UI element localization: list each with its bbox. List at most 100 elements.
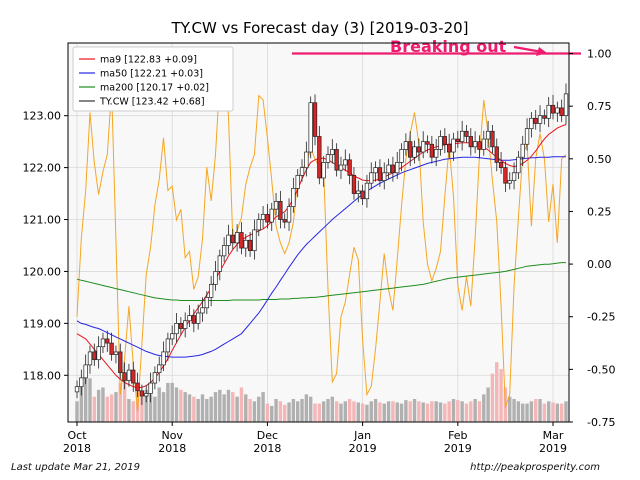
candle-body bbox=[92, 351, 97, 361]
volume-bar bbox=[378, 402, 382, 422]
candle-body bbox=[239, 232, 244, 249]
candle-body bbox=[559, 107, 564, 117]
volume-bar bbox=[490, 373, 495, 422]
volume-bar bbox=[83, 376, 88, 422]
breakout-arrow-shaft bbox=[513, 45, 543, 54]
candle-body bbox=[429, 143, 434, 158]
volume-bar bbox=[148, 394, 153, 422]
candle-body bbox=[152, 372, 158, 384]
x-tick-label-month: Mar bbox=[543, 429, 564, 442]
volume-bar bbox=[412, 399, 417, 422]
plot-frame bbox=[67, 42, 570, 423]
volume-bar bbox=[157, 387, 161, 422]
candle-body bbox=[356, 190, 361, 194]
volume-bar bbox=[114, 392, 118, 422]
candle-body bbox=[563, 93, 569, 117]
volume-bar bbox=[283, 404, 287, 422]
breakout-label: Breaking out bbox=[390, 37, 507, 56]
candle-body bbox=[377, 167, 383, 181]
volume-bar bbox=[339, 403, 343, 422]
volume-bar bbox=[183, 392, 187, 422]
legend-box bbox=[72, 46, 234, 112]
volume-bar bbox=[499, 369, 503, 422]
candle-body bbox=[118, 351, 123, 374]
volume-bar bbox=[321, 401, 326, 422]
candle-body bbox=[165, 338, 171, 353]
candle-body bbox=[221, 245, 227, 257]
candle-body bbox=[312, 102, 318, 137]
candle-body bbox=[269, 208, 274, 223]
candle-body bbox=[109, 342, 114, 355]
volume-bar bbox=[170, 382, 174, 422]
candle-body bbox=[226, 234, 231, 246]
volume-bar bbox=[88, 378, 92, 422]
candle-body bbox=[416, 146, 422, 153]
volume-bar bbox=[464, 403, 469, 422]
volume-bar bbox=[469, 401, 473, 422]
volume-bar bbox=[213, 392, 218, 422]
volume-bar bbox=[525, 403, 529, 422]
volume-bar bbox=[75, 401, 79, 422]
volume-bar bbox=[395, 402, 399, 422]
candle-body bbox=[144, 393, 149, 397]
candle-body bbox=[299, 167, 305, 176]
volume-bar bbox=[334, 401, 339, 422]
volume-bar bbox=[200, 394, 205, 422]
candle-body bbox=[507, 180, 512, 184]
volume-bar bbox=[538, 399, 542, 422]
candle-body bbox=[148, 382, 153, 394]
candle-body bbox=[395, 162, 400, 174]
volume-bar bbox=[300, 399, 304, 422]
volume-bar bbox=[512, 399, 516, 422]
candle-body bbox=[260, 213, 266, 220]
candle-body bbox=[373, 167, 378, 174]
ma200-line bbox=[76, 262, 566, 301]
candle-body bbox=[87, 351, 93, 366]
candle-body bbox=[546, 104, 551, 119]
volume-bar bbox=[352, 401, 356, 422]
left-tick-label: 121.00 bbox=[23, 214, 62, 227]
volume-bar bbox=[430, 401, 434, 422]
volume-bar bbox=[473, 399, 477, 422]
volume-bar bbox=[261, 392, 265, 422]
candle-body bbox=[131, 369, 136, 384]
volume-bar bbox=[209, 396, 213, 422]
candle-body bbox=[490, 130, 495, 148]
volume-bar bbox=[421, 402, 425, 422]
candle-body bbox=[542, 115, 547, 119]
candle-body bbox=[334, 149, 339, 171]
forecast-line bbox=[76, 53, 567, 412]
plot-area: Breaking out 118.00 119.00 120.00 121.00 122.… bbox=[23, 37, 616, 455]
volume-bar bbox=[205, 399, 209, 422]
volume-bar bbox=[109, 394, 114, 422]
volume-bar bbox=[187, 394, 192, 422]
volume-bar bbox=[218, 389, 222, 422]
source-url-text: http://peakprosperity.com bbox=[470, 462, 600, 473]
volume-bar bbox=[105, 396, 109, 422]
candle-body bbox=[96, 346, 101, 361]
x-tick-label-year: 2019 bbox=[444, 442, 472, 455]
volume-bar bbox=[235, 396, 239, 422]
volume-bar bbox=[92, 396, 97, 422]
volume-bar bbox=[447, 401, 451, 422]
x-tick-label-month: Oct bbox=[67, 429, 87, 442]
volume-bar bbox=[516, 401, 521, 422]
volume-bar bbox=[417, 401, 421, 422]
candle-body bbox=[403, 141, 409, 150]
candle-body bbox=[100, 338, 106, 348]
volume-bar bbox=[482, 394, 486, 422]
volume-bar bbox=[529, 401, 534, 422]
x-tick-label-year: 2018 bbox=[63, 442, 91, 455]
candle-body bbox=[524, 128, 530, 145]
x-tick-label-year: 2019 bbox=[539, 442, 567, 455]
volume-bar bbox=[96, 389, 101, 422]
candle-body bbox=[408, 141, 413, 158]
volume-bar bbox=[330, 396, 335, 422]
legend-label: ma9 [122.83 +0.09] bbox=[100, 55, 197, 66]
volume-bar bbox=[144, 389, 148, 422]
volume-bar bbox=[131, 401, 135, 422]
candle-body bbox=[308, 102, 313, 153]
candle-body bbox=[364, 182, 370, 200]
candle-body bbox=[472, 141, 478, 148]
